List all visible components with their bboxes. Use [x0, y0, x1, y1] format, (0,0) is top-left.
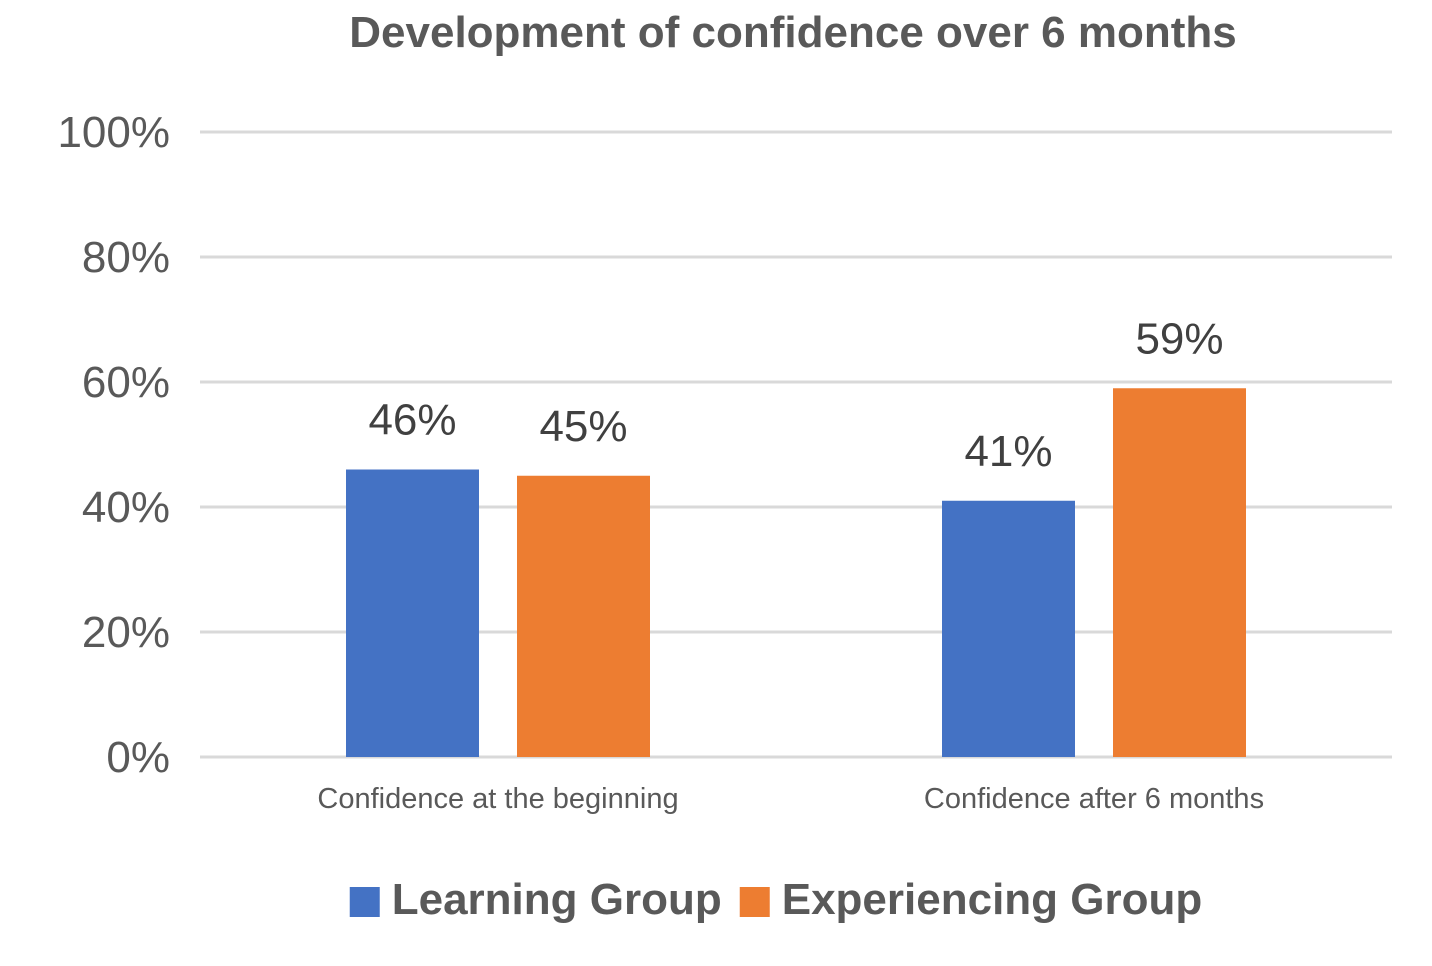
legend: Learning Group Experiencing Group — [349, 875, 1203, 924]
data-label: 45% — [539, 402, 627, 451]
data-label: 46% — [368, 396, 456, 445]
x-axis-category-labels: Confidence at the beginning Confidence af… — [317, 783, 1264, 815]
x-category-label: Confidence after 6 months — [924, 783, 1264, 815]
y-tick-label: 20% — [82, 608, 170, 657]
y-tick-label: 0% — [106, 733, 170, 782]
y-tick-label: 80% — [82, 233, 170, 282]
data-labels: 46% 45% 41% 59% — [368, 314, 1223, 476]
bar-experiencing-group-0 — [517, 475, 650, 757]
legend-item-learning-group: Learning Group — [349, 875, 722, 924]
legend-label: Learning Group — [392, 875, 722, 924]
y-tick-label: 100% — [57, 108, 170, 157]
chart-title: Development of confidence over 6 months — [349, 8, 1237, 57]
data-label: 41% — [964, 427, 1052, 476]
legend-swatch — [739, 887, 770, 917]
y-tick-label: 60% — [82, 358, 170, 407]
legend-item-experiencing-group: Experiencing Group — [739, 875, 1203, 924]
bar-experiencing-group-1 — [1113, 388, 1246, 757]
legend-swatch — [349, 887, 380, 917]
bar-learning-group-1 — [942, 500, 1075, 757]
y-tick-label: 40% — [82, 483, 170, 532]
x-category-label: Confidence at the beginning — [317, 783, 678, 815]
bar-learning-group-0 — [346, 469, 479, 757]
data-label: 59% — [1135, 314, 1223, 363]
bars — [346, 388, 1246, 757]
legend-label: Experiencing Group — [782, 875, 1203, 924]
y-axis-tick-labels: 0% 20% 40% 60% 80% 100% — [57, 108, 170, 782]
